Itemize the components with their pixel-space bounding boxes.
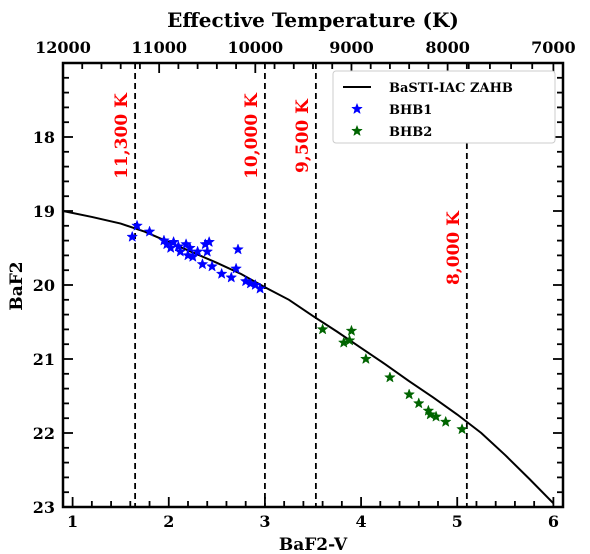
bhb2-point bbox=[430, 410, 442, 422]
top-tick-label: 9000 bbox=[329, 38, 374, 57]
legend-box bbox=[332, 70, 556, 144]
bhb1-point bbox=[239, 275, 252, 287]
y-tick-label: 23 bbox=[33, 498, 55, 517]
bhb1-point bbox=[203, 235, 216, 248]
bhb1-point bbox=[232, 243, 244, 255]
x-tick-label: 4 bbox=[356, 512, 367, 531]
temperature-line-label: 8,000 K bbox=[444, 210, 464, 285]
top-tick-label: 7000 bbox=[531, 38, 576, 57]
y-tick-label: 21 bbox=[33, 350, 55, 369]
bhb2-point bbox=[345, 324, 358, 336]
bhb1-point bbox=[215, 267, 228, 279]
bhb1-point bbox=[184, 241, 196, 254]
bhb2-point bbox=[439, 415, 452, 427]
top-tick-label: 12000 bbox=[35, 38, 91, 57]
temperature-line-label: 11,300 K bbox=[112, 92, 132, 179]
x-tick-label: 3 bbox=[259, 512, 270, 531]
y-tick-label: 18 bbox=[33, 128, 55, 147]
x-tick-label: 5 bbox=[452, 512, 463, 531]
bhb1-point bbox=[131, 219, 143, 231]
x-tick-label: 6 bbox=[548, 512, 559, 531]
bhb1-point bbox=[201, 245, 214, 257]
top-tick-label: 11000 bbox=[131, 38, 187, 57]
legend-star-swatch bbox=[351, 124, 363, 137]
legend-star-swatch bbox=[351, 102, 363, 115]
bhb1-point bbox=[172, 240, 185, 252]
bhb1-point bbox=[167, 235, 180, 248]
legend-label: BHB1 bbox=[389, 103, 432, 118]
top-tick-label: 10000 bbox=[227, 38, 283, 57]
temperature-line-label: 9,500 K bbox=[293, 98, 313, 173]
bhb2-point bbox=[316, 323, 329, 335]
bhb2-point bbox=[424, 408, 437, 420]
bhb2-point bbox=[359, 352, 372, 365]
bhb1-point bbox=[174, 245, 187, 257]
legend-label: BaSTI-IAC ZAHB bbox=[389, 81, 513, 96]
y-axis-title: BaF2 bbox=[7, 261, 27, 310]
y-tick-label: 19 bbox=[33, 202, 55, 221]
y-tick-label: 20 bbox=[33, 276, 55, 295]
bhb2-point bbox=[412, 397, 425, 409]
bhb2-point bbox=[456, 423, 468, 435]
bhb2-point bbox=[384, 371, 396, 383]
y-tick-label: 22 bbox=[33, 424, 55, 443]
bhb2-point bbox=[403, 388, 416, 400]
x-tick-label: 1 bbox=[67, 512, 78, 531]
bhb1-point bbox=[186, 250, 199, 262]
x-tick-label: 2 bbox=[163, 512, 174, 531]
zahb-line bbox=[62, 210, 555, 505]
legend-label: BHB2 bbox=[389, 125, 432, 140]
bhb1-point bbox=[126, 230, 139, 242]
bhb1-point bbox=[254, 282, 267, 294]
bhb1-point bbox=[225, 271, 238, 283]
top-tick-label: 8000 bbox=[425, 38, 470, 57]
temperature-line-label: 10,000 K bbox=[242, 92, 262, 179]
bhb1-point bbox=[196, 258, 209, 270]
bhb1-point bbox=[143, 225, 156, 237]
x-axis-title: BaF2-V bbox=[279, 535, 348, 554]
bhb2-point bbox=[343, 334, 356, 346]
bhb1-point bbox=[206, 260, 218, 272]
top-axis-title: Effective Temperature (K) bbox=[167, 8, 459, 32]
bhb1-point bbox=[230, 262, 242, 274]
